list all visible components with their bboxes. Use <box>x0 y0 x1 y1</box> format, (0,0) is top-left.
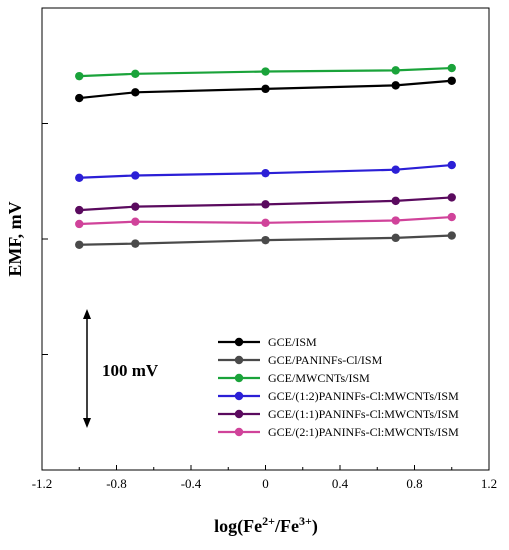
legend-item: GCE/PANINFs-Cl/ISM <box>218 353 383 367</box>
series-2 <box>75 231 456 249</box>
series-1 <box>75 76 456 103</box>
legend-item: GCE/(1:1)PANINFs-Cl:MWCNTs/ISM <box>218 407 459 421</box>
data-point <box>391 81 400 90</box>
y-axis-title: EMF, mV <box>5 201 25 276</box>
legend-swatch-marker <box>234 391 244 401</box>
x-axis-title: log(Fe2+/Fe3+) <box>214 514 318 537</box>
data-point <box>391 196 400 206</box>
data-point <box>447 231 456 240</box>
x-axis-ticks: -1.2 -0.8 -0.4 0 0.4 0.8 1.2 <box>32 465 497 491</box>
data-point <box>261 84 270 94</box>
data-point <box>447 212 456 222</box>
data-point <box>447 76 456 85</box>
data-point <box>261 235 270 245</box>
x-tick-label: -1.2 <box>32 476 53 491</box>
data-point <box>391 66 400 75</box>
data-point <box>131 69 140 79</box>
legend: GCE/ISM GCE/PANINFs-Cl/ISM GCE/MWCNTs/ISM G… <box>218 335 459 439</box>
data-point <box>75 71 84 81</box>
scale-bar-label: 100 mV <box>102 361 159 380</box>
data-point <box>391 165 400 174</box>
legend-item: GCE/(2:1)PANINFs-Cl:MWCNTs/ISM <box>218 425 459 439</box>
x-tick-label: 0.8 <box>406 476 422 491</box>
legend-swatch-marker <box>234 373 244 383</box>
x-tick-label: -0.8 <box>106 476 127 491</box>
scale-bar: 100 mV <box>83 309 159 428</box>
data-point <box>261 218 270 228</box>
data-point <box>447 160 456 170</box>
legend-swatch-marker <box>234 427 244 437</box>
data-point <box>131 239 140 248</box>
legend-item: GCE/ISM <box>218 335 317 349</box>
data-point <box>75 240 84 249</box>
data-point <box>131 171 140 180</box>
legend-item: GCE/(1:2)PANINFs-Cl:MWCNTs/ISM <box>218 389 459 403</box>
legend-label: GCE/PANINFs-Cl/ISM <box>268 353 383 367</box>
data-point <box>75 93 84 103</box>
legend-label: GCE/(1:1)PANINFs-Cl:MWCNTs/ISM <box>268 407 459 421</box>
legend-swatch-marker <box>234 355 244 365</box>
data-point <box>261 168 270 178</box>
series-4 <box>75 160 456 182</box>
data-point <box>75 205 84 215</box>
x-tick-label: 0.4 <box>332 476 349 491</box>
data-point <box>75 219 84 229</box>
data-point <box>261 200 270 209</box>
series-3 <box>75 63 456 81</box>
data-point <box>131 202 140 211</box>
data-point <box>447 193 456 202</box>
data-point <box>75 173 84 182</box>
legend-item: GCE/MWCNTs/ISM <box>218 371 370 385</box>
series-layer <box>75 63 456 249</box>
data-point <box>131 88 140 97</box>
legend-swatch-marker <box>234 337 244 347</box>
data-point <box>391 233 400 243</box>
x-tick-label: 1.2 <box>481 476 497 491</box>
data-point <box>447 63 456 73</box>
x-tick-label: -0.4 <box>181 476 202 491</box>
scale-bar-arrow-down <box>83 418 91 428</box>
x-tick-label: 0 <box>262 476 269 491</box>
y-axis-ticks <box>42 123 48 355</box>
data-point <box>261 67 270 76</box>
legend-label: GCE/(2:1)PANINFs-Cl:MWCNTs/ISM <box>268 425 459 439</box>
legend-label: GCE/(1:2)PANINFs-Cl:MWCNTs/ISM <box>268 389 459 403</box>
series-6 <box>75 212 456 229</box>
legend-swatch-marker <box>234 409 244 419</box>
series-5 <box>75 193 456 215</box>
data-point <box>391 216 400 225</box>
legend-label: GCE/MWCNTs/ISM <box>268 371 370 385</box>
legend-label: GCE/ISM <box>268 335 317 349</box>
data-point <box>131 217 140 226</box>
scale-bar-arrow-up <box>83 309 91 319</box>
